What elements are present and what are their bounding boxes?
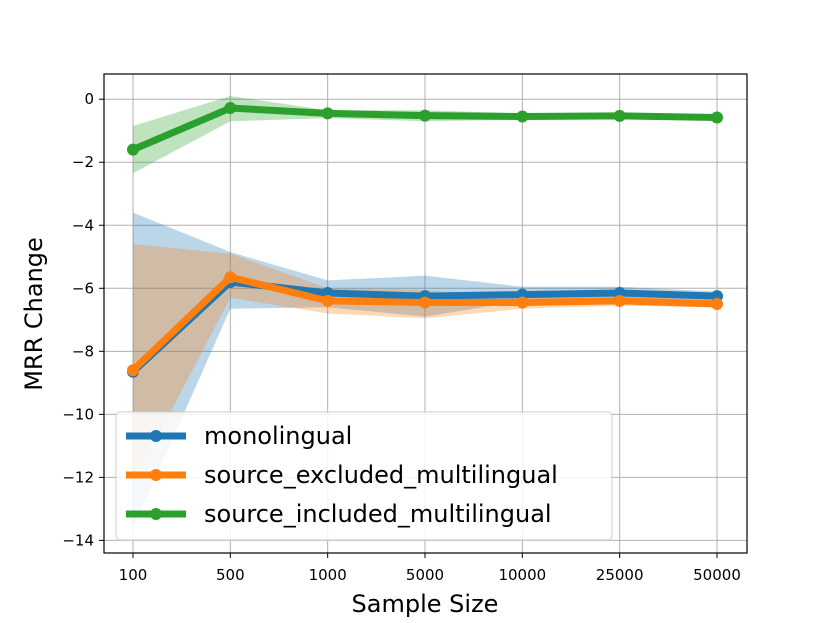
legend-label: monolingual <box>204 422 352 450</box>
x-tick-label: 10000 <box>498 566 546 584</box>
x-tick-label: 50000 <box>693 566 741 584</box>
data-point <box>516 110 529 123</box>
x-tick-label: 5000 <box>406 566 444 584</box>
data-point <box>516 296 529 309</box>
data-point <box>321 107 334 120</box>
y-tick-label: −4 <box>72 216 94 234</box>
x-tick-label: 1000 <box>309 566 347 584</box>
data-point <box>711 298 723 311</box>
data-point <box>127 143 139 156</box>
y-tick-label: −2 <box>72 153 94 171</box>
y-tick-label: −12 <box>62 468 94 486</box>
legend-label: source_excluded_multilingual <box>204 461 558 489</box>
y-tick-label: 0 <box>84 90 94 108</box>
data-point <box>127 364 139 377</box>
y-tick-label: −10 <box>62 405 94 423</box>
axis-ticks: 100 500 1000 5000 10000 25000 50000 0 −2 −4 −6 −8 −1… <box>62 90 741 584</box>
data-point <box>321 294 334 307</box>
legend-swatch-marker <box>150 469 162 481</box>
y-tick-label: −14 <box>62 531 94 549</box>
y-tick-label: −8 <box>72 342 94 360</box>
data-point <box>224 102 237 115</box>
series-lines <box>127 102 723 378</box>
x-tick-label: 25000 <box>596 566 644 584</box>
legend-box <box>115 411 613 541</box>
data-point <box>613 109 626 122</box>
legend-swatch-marker <box>150 508 162 520</box>
data-point <box>613 294 626 307</box>
data-point <box>419 109 431 122</box>
y-axis-label: MRR Change <box>20 237 48 391</box>
y-tick-label: −6 <box>72 279 94 297</box>
legend-swatch-marker <box>150 430 162 442</box>
data-point <box>224 271 237 284</box>
x-tick-label: 500 <box>216 566 245 584</box>
x-tick-label: 100 <box>119 566 148 584</box>
legend-label: source_included_multilingual <box>204 500 552 528</box>
legend: monolingual source_excluded_multilinguals… <box>115 411 613 541</box>
data-point <box>419 296 431 309</box>
x-axis-label: Sample Size <box>352 590 499 618</box>
data-point <box>711 111 723 124</box>
